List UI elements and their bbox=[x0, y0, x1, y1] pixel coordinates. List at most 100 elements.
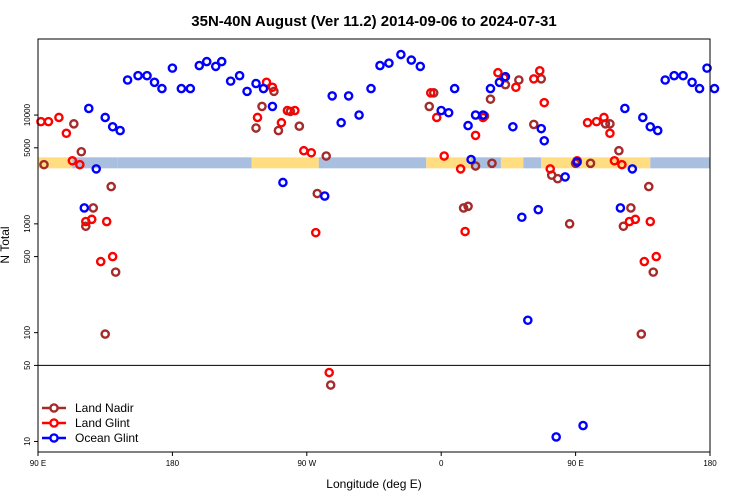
data-point bbox=[149, 77, 160, 88]
y-tick-label: 10000 bbox=[23, 103, 32, 126]
data-point bbox=[487, 158, 497, 169]
data-point bbox=[133, 70, 143, 81]
data-point bbox=[115, 125, 125, 136]
data-point bbox=[343, 91, 354, 101]
band-segment bbox=[523, 157, 542, 169]
data-point bbox=[258, 83, 269, 94]
data-point bbox=[234, 70, 245, 81]
legend-label: Land Nadir bbox=[75, 401, 134, 415]
data-point bbox=[536, 123, 547, 134]
data-point bbox=[617, 159, 627, 170]
data-point bbox=[425, 88, 436, 98]
y-tick-label: 100 bbox=[23, 325, 32, 339]
data-point bbox=[560, 172, 570, 182]
data-point bbox=[43, 116, 54, 127]
data-point bbox=[251, 78, 261, 89]
band-segment bbox=[72, 157, 118, 169]
data-point bbox=[494, 77, 505, 88]
y-axis: 10 50 100 500 1000 5000 10000 bbox=[23, 103, 38, 446]
data-point bbox=[384, 58, 394, 68]
data-point bbox=[678, 70, 688, 81]
data-point bbox=[478, 110, 488, 120]
series-land-nadir bbox=[39, 74, 659, 390]
data-point bbox=[463, 201, 473, 212]
data-point bbox=[536, 74, 547, 84]
data-point bbox=[95, 256, 106, 267]
data-point bbox=[652, 125, 663, 136]
data-point bbox=[327, 91, 337, 101]
data-point bbox=[69, 119, 79, 129]
x-tick-label: 90 E bbox=[30, 459, 46, 468]
data-point bbox=[449, 83, 460, 94]
data-point bbox=[578, 420, 588, 431]
data-point bbox=[552, 173, 563, 184]
data-point bbox=[591, 116, 602, 127]
band-segment bbox=[580, 157, 651, 169]
data-point bbox=[424, 101, 435, 112]
series-land-glint bbox=[36, 66, 662, 378]
y-axis-title: N Total bbox=[0, 226, 12, 263]
background-bands bbox=[38, 157, 710, 169]
data-point bbox=[545, 164, 556, 174]
band-segment bbox=[117, 157, 252, 169]
data-point bbox=[299, 145, 309, 156]
series-ocean-glint bbox=[79, 49, 720, 442]
data-point bbox=[76, 146, 87, 157]
data-point bbox=[508, 121, 518, 132]
data-point bbox=[645, 216, 656, 227]
legend-swatch-marker bbox=[49, 433, 59, 443]
data-point bbox=[324, 367, 335, 378]
band-segment bbox=[541, 157, 576, 169]
plot-frame bbox=[37, 38, 711, 453]
data-point bbox=[406, 55, 417, 65]
data-point bbox=[572, 157, 582, 167]
data-point bbox=[107, 121, 118, 132]
data-point bbox=[609, 155, 620, 166]
band-segment bbox=[575, 157, 581, 169]
data-point bbox=[463, 120, 473, 131]
band-segment bbox=[251, 157, 319, 169]
data-point bbox=[485, 83, 496, 94]
data-point bbox=[523, 315, 533, 326]
legend-swatch-marker bbox=[49, 403, 59, 413]
data-point bbox=[67, 155, 78, 166]
data-point bbox=[528, 119, 539, 130]
data-point bbox=[157, 83, 167, 94]
data-point bbox=[366, 83, 376, 94]
data-point bbox=[257, 101, 267, 112]
data-point bbox=[470, 161, 481, 171]
data-point bbox=[528, 74, 539, 84]
data-point bbox=[106, 181, 116, 192]
data-point bbox=[201, 56, 212, 67]
data-point bbox=[687, 77, 697, 88]
data-point bbox=[267, 101, 278, 112]
band-segment bbox=[650, 157, 710, 169]
data-point bbox=[101, 216, 112, 227]
data-point bbox=[290, 105, 300, 116]
chart-title: 35N-40N August (Ver 11.2) 2014-09-06 to … bbox=[191, 13, 556, 30]
data-point bbox=[75, 159, 85, 170]
data-point bbox=[210, 61, 221, 72]
data-point bbox=[485, 94, 496, 104]
data-point bbox=[638, 112, 648, 123]
data-point bbox=[599, 112, 609, 123]
data-point bbox=[669, 70, 679, 81]
data-point bbox=[539, 135, 550, 146]
data-point bbox=[252, 112, 263, 123]
data-point bbox=[185, 83, 196, 94]
data-point bbox=[431, 112, 442, 123]
data-point bbox=[273, 125, 284, 136]
data-point bbox=[375, 60, 385, 71]
data-point bbox=[500, 71, 511, 82]
data-point bbox=[122, 75, 133, 85]
data-point bbox=[194, 60, 205, 71]
data-point bbox=[396, 49, 406, 60]
data-point bbox=[336, 117, 346, 128]
data-point bbox=[551, 432, 561, 442]
data-point bbox=[493, 67, 503, 78]
data-point bbox=[643, 181, 654, 192]
data-point bbox=[251, 123, 261, 133]
data-point bbox=[466, 154, 476, 165]
data-point bbox=[470, 110, 481, 120]
